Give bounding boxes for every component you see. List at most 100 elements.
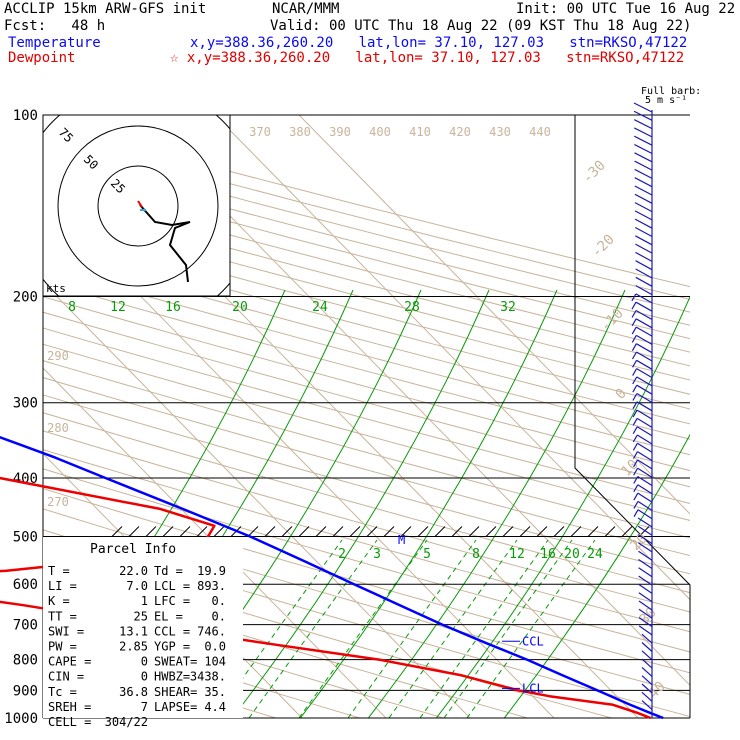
barb-flag bbox=[638, 592, 653, 603]
parcel-row-value: 746. bbox=[197, 624, 226, 638]
parcel-row-label: SWEAT= bbox=[154, 655, 197, 669]
barb-flag bbox=[634, 135, 653, 146]
hatch-mark bbox=[570, 526, 582, 537]
mixing-ratio-line bbox=[419, 539, 549, 718]
hatch-mark bbox=[519, 526, 531, 537]
theta-e-tick-label: 8 bbox=[68, 300, 76, 315]
barb-flag-tip bbox=[631, 343, 637, 351]
parcel-row-value: 36.8 bbox=[119, 685, 148, 699]
barb-flag bbox=[635, 293, 653, 304]
hatch-mark bbox=[553, 526, 565, 537]
barb-flag bbox=[635, 285, 653, 296]
hatch-mark bbox=[451, 526, 463, 537]
barb-flag bbox=[635, 326, 653, 337]
barb-flag bbox=[634, 185, 653, 196]
moist-adiabat-line bbox=[435, 295, 690, 718]
moist-adiabat-line bbox=[231, 289, 490, 718]
parcel-row-value: 893. bbox=[197, 579, 226, 593]
hatch-mark bbox=[128, 526, 140, 537]
barb-flag bbox=[636, 409, 653, 420]
hatch-mark bbox=[383, 526, 395, 537]
hatch-mark bbox=[468, 526, 480, 537]
pressure-tick-label: 100 bbox=[13, 108, 38, 124]
barb-flag-tip bbox=[633, 484, 639, 493]
parcel-row-label: HWBZ= bbox=[154, 670, 190, 684]
mixing-ratio-tick-label: 12 bbox=[509, 547, 525, 562]
barb-flag bbox=[637, 459, 653, 470]
parcel-info-title: Parcel Info bbox=[90, 542, 176, 557]
dry-adiabat-line bbox=[43, 343, 690, 521]
barb-flag bbox=[636, 426, 653, 437]
storm-motion-marker bbox=[137, 200, 143, 208]
dry-adiabat-line bbox=[43, 468, 690, 653]
moist-adiabat-line bbox=[299, 289, 558, 718]
barb-flag bbox=[638, 617, 653, 628]
hatch-mark bbox=[349, 526, 361, 537]
barb-flag bbox=[633, 127, 653, 138]
axis-labels: 1002003004005006007008009001000-80-70-60… bbox=[4, 108, 669, 727]
mixing-ratio-line bbox=[347, 539, 477, 718]
barb-flag bbox=[636, 384, 653, 395]
parcel-row-label: EL = bbox=[154, 609, 183, 623]
hatch-mark bbox=[434, 526, 446, 537]
hatch-mark bbox=[179, 526, 191, 537]
parcel-row-label: PW = bbox=[48, 640, 77, 654]
barb-legend-title: Full barb: bbox=[641, 86, 701, 97]
mixing-ratio-tick-label: 5 bbox=[423, 547, 431, 562]
hatch-mark bbox=[400, 526, 412, 537]
mixing-ratio-tick-label: 16 bbox=[540, 547, 556, 562]
barb-flag bbox=[637, 492, 653, 503]
barb-flag bbox=[637, 534, 653, 545]
right-frame bbox=[43, 114, 691, 718]
barb-flag bbox=[636, 334, 653, 345]
hatch-mark bbox=[281, 526, 293, 537]
mixing-ratio-line bbox=[466, 539, 596, 718]
barb-flag bbox=[637, 451, 653, 462]
hodograph-frame bbox=[42, 114, 231, 297]
barb-flag bbox=[638, 567, 653, 578]
barb-flag bbox=[636, 351, 653, 362]
hatch-mark bbox=[162, 526, 174, 537]
parcel-row-value: 3438. bbox=[190, 670, 226, 684]
theta-tick-label: 390 bbox=[329, 125, 351, 139]
hodograph-ring bbox=[57, 125, 219, 287]
parcel-row-label: Tc = bbox=[48, 685, 77, 699]
theta-tick-label: 290 bbox=[47, 349, 69, 363]
parcel-row-label: LCL = bbox=[154, 579, 190, 593]
isotherm-line bbox=[298, 115, 690, 515]
hodograph-ring bbox=[97, 165, 179, 247]
barb-flag bbox=[638, 608, 653, 619]
theta-e-tick-label: 12 bbox=[110, 300, 126, 315]
barb-flag-tip bbox=[632, 434, 638, 443]
hodograph-rings bbox=[43, 115, 230, 296]
center-title: NCAR/MMM bbox=[272, 1, 340, 17]
barb-flag bbox=[634, 160, 653, 171]
sounding-series: CCL LCL M bbox=[0, 436, 664, 720]
parcel-row-value: 2.85 bbox=[119, 640, 148, 654]
barb-flag bbox=[637, 517, 653, 528]
dry-adiabat-line bbox=[43, 596, 444, 718]
barb-flag bbox=[641, 650, 653, 661]
dry-adiabat-line bbox=[43, 488, 690, 674]
barb-flag-tip bbox=[631, 351, 637, 360]
parcel-row-label: SREH = bbox=[48, 700, 91, 714]
barb-flag bbox=[641, 658, 653, 669]
parcel-row-label: LFC = bbox=[154, 594, 190, 608]
parcel-row-label: TT = bbox=[48, 609, 77, 623]
dry-adiabat-line bbox=[43, 449, 690, 633]
mixing-ratio-tick-label: 2 bbox=[338, 547, 346, 562]
hatch-mark bbox=[536, 526, 548, 537]
hatch-mark bbox=[502, 526, 514, 537]
theta-tick-label: 440 bbox=[529, 125, 551, 139]
parcel-row-value: 0 bbox=[141, 670, 148, 684]
theta-e-tick-label: 28 bbox=[404, 300, 420, 315]
model-title: ACCLIP 15km ARW-GFS init bbox=[4, 1, 207, 17]
isotherm-tick-label: -20 bbox=[589, 232, 618, 261]
mixing-ratio-tick-label: 24 bbox=[587, 547, 603, 562]
barb-flag bbox=[634, 202, 653, 213]
temperature-legend-info: x,y=388.36,260.20 lat,lon= 37.10, 127.03… bbox=[190, 35, 688, 51]
barb-flag-tip bbox=[631, 326, 637, 335]
barb-flag-tip bbox=[633, 501, 639, 509]
hatch-mark bbox=[485, 526, 497, 537]
barb-flag bbox=[637, 509, 653, 520]
